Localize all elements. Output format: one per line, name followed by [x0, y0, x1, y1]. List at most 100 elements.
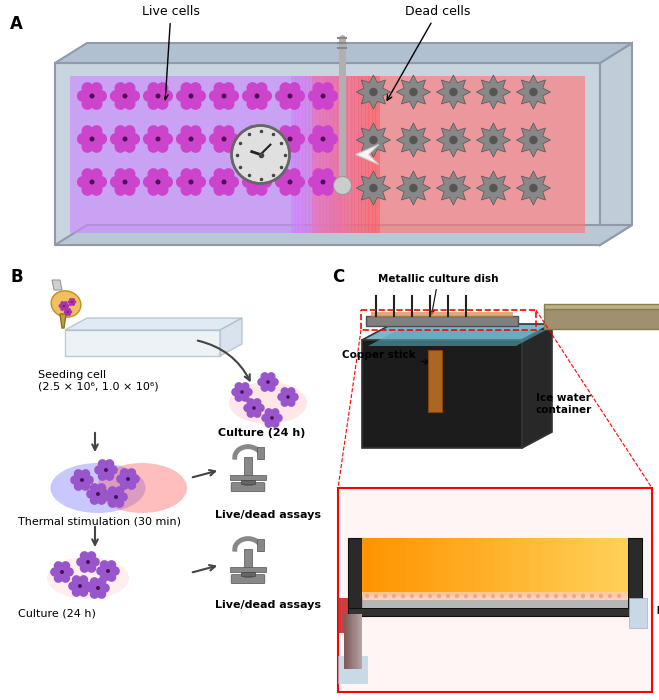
Bar	[569, 538, 575, 596]
Ellipse shape	[242, 133, 254, 145]
Ellipse shape	[293, 90, 305, 102]
Circle shape	[119, 133, 131, 146]
Bar	[320, 76, 324, 233]
Ellipse shape	[271, 408, 279, 416]
Ellipse shape	[69, 298, 72, 302]
Bar	[316, 76, 320, 233]
Ellipse shape	[79, 587, 88, 597]
Circle shape	[217, 176, 230, 188]
Ellipse shape	[264, 419, 273, 428]
Bar	[554, 538, 559, 596]
Circle shape	[545, 594, 549, 598]
Circle shape	[287, 94, 293, 99]
Ellipse shape	[161, 176, 173, 188]
Circle shape	[554, 594, 558, 598]
Circle shape	[599, 594, 603, 598]
Ellipse shape	[260, 176, 272, 188]
Ellipse shape	[72, 587, 81, 597]
Circle shape	[152, 90, 164, 102]
Circle shape	[320, 179, 326, 185]
Ellipse shape	[130, 475, 140, 484]
Bar	[376, 76, 380, 233]
Ellipse shape	[97, 496, 106, 505]
Bar	[580, 538, 585, 596]
Circle shape	[217, 133, 230, 146]
Ellipse shape	[72, 298, 75, 302]
Ellipse shape	[84, 475, 94, 484]
Circle shape	[270, 416, 273, 420]
Polygon shape	[436, 75, 471, 109]
Circle shape	[409, 88, 418, 96]
Ellipse shape	[115, 168, 127, 180]
Ellipse shape	[246, 168, 258, 180]
Ellipse shape	[81, 482, 90, 491]
Bar	[312, 76, 316, 233]
Bar	[257, 447, 264, 459]
Ellipse shape	[256, 404, 265, 412]
Polygon shape	[397, 171, 430, 205]
Ellipse shape	[124, 168, 136, 180]
Bar	[511, 538, 516, 596]
Circle shape	[152, 133, 164, 146]
Bar	[516, 538, 522, 596]
Bar	[505, 538, 511, 596]
Polygon shape	[55, 43, 632, 63]
Bar	[522, 538, 527, 596]
Circle shape	[617, 594, 621, 598]
Ellipse shape	[124, 82, 136, 94]
Ellipse shape	[115, 498, 125, 508]
Circle shape	[264, 377, 273, 386]
Circle shape	[123, 136, 128, 141]
Bar	[378, 538, 384, 596]
Ellipse shape	[190, 98, 202, 110]
Ellipse shape	[181, 141, 192, 153]
Polygon shape	[362, 340, 522, 448]
Circle shape	[63, 305, 65, 307]
Ellipse shape	[143, 176, 155, 188]
Circle shape	[123, 94, 128, 99]
Circle shape	[266, 380, 270, 384]
Bar	[333, 76, 337, 233]
Bar	[361, 614, 362, 669]
Bar	[348, 608, 642, 616]
Ellipse shape	[312, 141, 324, 153]
Ellipse shape	[194, 90, 206, 102]
Circle shape	[529, 88, 538, 96]
Ellipse shape	[82, 581, 92, 591]
Ellipse shape	[214, 125, 225, 137]
Circle shape	[320, 94, 326, 99]
Polygon shape	[357, 171, 390, 205]
Circle shape	[119, 90, 131, 102]
Ellipse shape	[281, 387, 289, 395]
Ellipse shape	[120, 468, 129, 477]
Ellipse shape	[289, 82, 301, 94]
Bar	[585, 538, 590, 596]
Ellipse shape	[143, 90, 155, 102]
Bar	[590, 538, 596, 596]
Bar	[356, 614, 357, 669]
Circle shape	[83, 557, 93, 567]
Ellipse shape	[90, 557, 100, 567]
Bar	[629, 598, 647, 628]
Ellipse shape	[326, 90, 338, 102]
Ellipse shape	[69, 310, 72, 314]
Polygon shape	[52, 280, 62, 290]
Circle shape	[156, 136, 161, 141]
Bar	[366, 316, 518, 326]
Circle shape	[419, 594, 423, 598]
Bar	[415, 538, 420, 596]
Ellipse shape	[322, 184, 333, 196]
Ellipse shape	[100, 583, 110, 593]
Circle shape	[188, 179, 194, 185]
Polygon shape	[55, 63, 600, 245]
Ellipse shape	[90, 577, 99, 587]
Bar	[338, 656, 368, 684]
Bar	[447, 538, 453, 596]
Circle shape	[572, 594, 576, 598]
Bar	[532, 538, 538, 596]
Circle shape	[482, 594, 486, 598]
Ellipse shape	[279, 125, 291, 137]
Ellipse shape	[289, 184, 301, 196]
Ellipse shape	[61, 561, 71, 570]
Bar	[420, 538, 426, 596]
